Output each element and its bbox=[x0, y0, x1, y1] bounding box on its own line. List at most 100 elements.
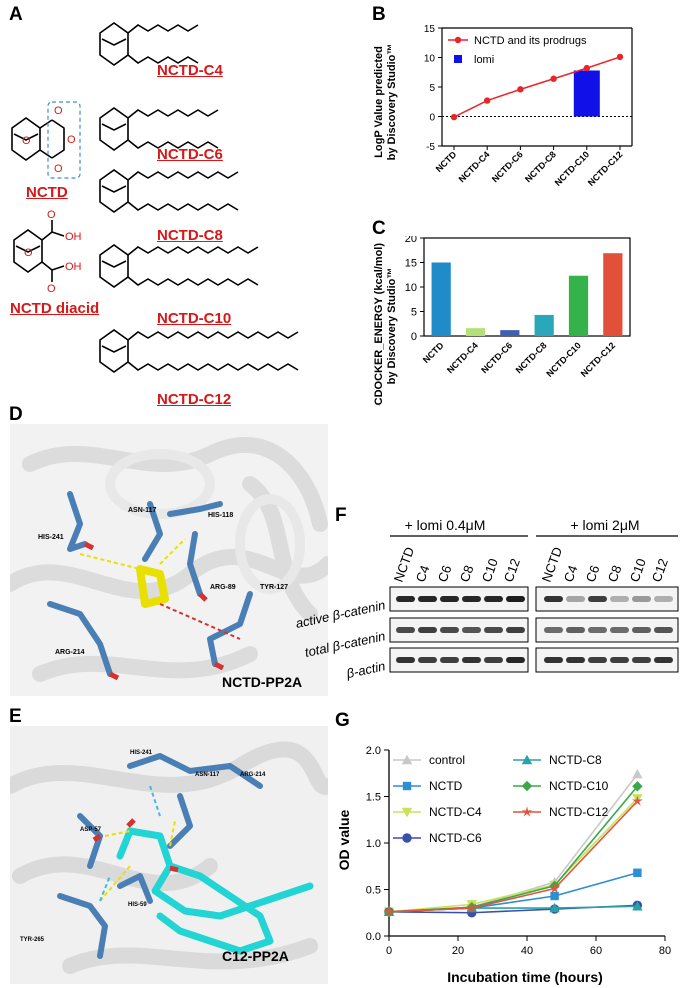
prodrug-point bbox=[517, 86, 524, 93]
logp-x-tick-label: NCTD-C8 bbox=[523, 149, 558, 184]
od-series-line bbox=[388, 797, 638, 913]
nctd-pp2a-label: NCTD-PP2A bbox=[222, 674, 303, 690]
nctd-structure: O O O O bbox=[11, 101, 81, 179]
od-series-point bbox=[466, 902, 478, 913]
logp-chart: LogP Value predicted by Discovery Studio… bbox=[373, 24, 633, 188]
blot-row-label: β-actin bbox=[344, 658, 386, 681]
blot-lane-label: C8 bbox=[605, 563, 625, 584]
od-legend-label: NCTD-C4 bbox=[429, 805, 482, 819]
blot-band bbox=[632, 627, 651, 633]
blot-lane-label: C10 bbox=[627, 556, 649, 584]
od-series-point bbox=[549, 882, 560, 894]
blot-band bbox=[544, 596, 563, 602]
blot-lane-label: C6 bbox=[435, 563, 455, 584]
nctd-pp2a-docking: ASN-117 HIS-118 HIS-241 ARG-89 TYR-127 A… bbox=[10, 424, 328, 696]
cdocker-y-tick-label: 5 bbox=[411, 307, 417, 319]
logp-x-tick-label: NCTD-C4 bbox=[457, 149, 492, 184]
residue-his241: HIS-241 bbox=[130, 750, 153, 756]
logp-y-tick-label: 10 bbox=[424, 54, 436, 65]
panel-letter-b: B bbox=[372, 4, 386, 25]
od-y-tick-label: 0.5 bbox=[366, 885, 381, 897]
od-legend-label: NCTD-C8 bbox=[549, 753, 602, 767]
blot-band bbox=[588, 596, 607, 602]
lomi-bar bbox=[573, 70, 600, 117]
atom-o: O bbox=[54, 163, 63, 175]
od-legend-label: NCTD-C10 bbox=[549, 779, 609, 793]
blot-lane-label: C12 bbox=[501, 556, 523, 584]
blot-band bbox=[462, 657, 481, 663]
atom-oh: OH bbox=[65, 261, 82, 273]
prodrug-point bbox=[583, 64, 590, 72]
cdocker-frame bbox=[423, 237, 631, 337]
cdocker-bar bbox=[534, 314, 554, 336]
atom-oh: OH bbox=[65, 231, 82, 243]
residue-tyr127: TYR-127 bbox=[260, 584, 288, 591]
blot-lane-label: C10 bbox=[479, 556, 501, 584]
label-nctd-c6: NCTD-C6 bbox=[157, 146, 223, 163]
residue-his59: HIS-59 bbox=[128, 902, 147, 908]
blot-band bbox=[566, 596, 585, 602]
legend-bar-swatch bbox=[454, 55, 462, 63]
logp-x-tick-label: NCTD-C10 bbox=[553, 149, 592, 188]
od-series-point bbox=[549, 902, 560, 913]
od-legend-marker bbox=[521, 754, 533, 765]
logp-x-tick-label: NCTD-C12 bbox=[586, 149, 625, 188]
blot-band bbox=[418, 596, 437, 602]
od-series-line bbox=[388, 871, 638, 913]
panel-letter-d: D bbox=[9, 404, 23, 425]
cdocker-y-tick-label: 15 bbox=[405, 258, 417, 270]
blot-band bbox=[418, 627, 437, 633]
residue-his118: HIS-118 bbox=[208, 512, 233, 519]
cdocker-y-tick-label: 20 bbox=[405, 236, 417, 245]
nctd-c8-structure bbox=[99, 169, 239, 213]
blot-lane-label: C12 bbox=[649, 556, 671, 584]
logp-x-tick-label: NCTD-C6 bbox=[490, 149, 525, 184]
nctd-c4-structure bbox=[99, 22, 199, 66]
blot-band bbox=[418, 657, 437, 663]
cdocker-x-tick-label: NCTD-C10 bbox=[544, 340, 583, 379]
panel-letter-f: F bbox=[335, 505, 347, 526]
od-series-point bbox=[383, 906, 395, 917]
od-x-tick-label: 40 bbox=[521, 945, 533, 957]
blot-band bbox=[610, 627, 629, 633]
od-legend-label: NCTD-C12 bbox=[549, 805, 609, 819]
nctd-c6-structure bbox=[99, 107, 219, 151]
od-y-tick-label: 1.5 bbox=[366, 792, 381, 804]
blot-row-label: total β-catenin bbox=[303, 628, 386, 660]
od-legend-label: NCTD-C6 bbox=[429, 831, 482, 845]
od-legend-marker bbox=[401, 807, 413, 818]
prodrug-point bbox=[450, 113, 458, 121]
od-series-line bbox=[388, 800, 638, 913]
od-legend-marker bbox=[521, 780, 533, 792]
residue-asn117: ASN-117 bbox=[128, 507, 157, 514]
blot-band bbox=[462, 627, 481, 633]
legend-line-marker bbox=[454, 36, 462, 44]
prodrug-point bbox=[550, 75, 557, 82]
label-nctd-c12: NCTD-C12 bbox=[157, 391, 232, 408]
logp-y-tick-label: 15 bbox=[424, 24, 436, 35]
blot-condition-2: + lomi 2μM bbox=[570, 517, 639, 533]
cdocker-y-tick-label: 0 bbox=[411, 331, 417, 343]
od-x-tick-label: 60 bbox=[590, 945, 602, 957]
blot-band bbox=[544, 657, 563, 663]
cdocker-bar bbox=[603, 253, 623, 336]
od-ylabel: OD value bbox=[336, 809, 352, 870]
atom-o: O bbox=[47, 209, 56, 221]
od-legend-marker bbox=[402, 833, 412, 843]
blot-band bbox=[506, 596, 525, 602]
atom-o: O bbox=[67, 134, 76, 146]
panel-letter-e: E bbox=[9, 706, 22, 727]
od-x-tick-label: 80 bbox=[659, 945, 671, 957]
blot-band bbox=[610, 596, 629, 602]
atom-o: O bbox=[47, 283, 56, 295]
od-y-tick-label: 1.0 bbox=[366, 838, 381, 850]
blot-band bbox=[588, 657, 607, 663]
blot-condition-1: + lomi 0.4μM bbox=[405, 517, 486, 533]
blot-band bbox=[506, 627, 525, 633]
blot-band bbox=[566, 627, 585, 633]
od-series-point bbox=[550, 891, 559, 901]
blot-band bbox=[440, 627, 459, 633]
panel-a-structures: O O O O O OH OH O O bbox=[11, 22, 299, 373]
legend-lomi: lomi bbox=[474, 54, 494, 66]
